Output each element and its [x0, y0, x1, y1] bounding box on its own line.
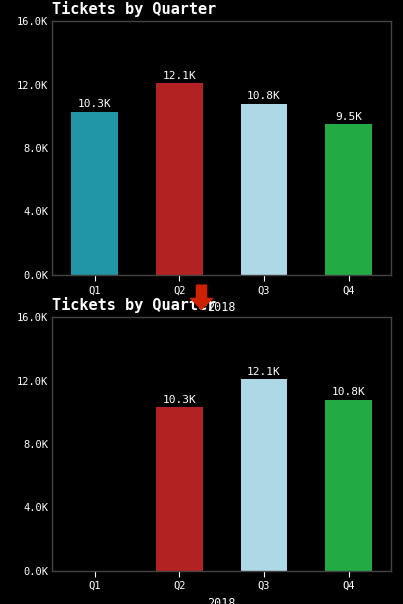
X-axis label: 2018: 2018 [208, 301, 236, 314]
Bar [325, 400, 372, 571]
Text: 9.5K: 9.5K [335, 112, 362, 122]
Bar [241, 104, 287, 275]
Text: 12.1K: 12.1K [162, 71, 196, 80]
Text: 10.8K: 10.8K [332, 387, 366, 397]
Text: Tickets by Quarter: Tickets by Quarter [52, 297, 217, 313]
Text: 10.3K: 10.3K [162, 395, 196, 405]
Bar [241, 379, 287, 571]
Bar [71, 112, 118, 275]
Bar [156, 408, 203, 571]
Text: 12.1K: 12.1K [247, 367, 281, 376]
Text: 10.8K: 10.8K [247, 91, 281, 101]
Bar [325, 124, 372, 275]
X-axis label: 2018: 2018 [208, 597, 236, 604]
Bar [156, 83, 203, 275]
Text: 10.3K: 10.3K [78, 99, 112, 109]
Text: Tickets by Quarter: Tickets by Quarter [52, 1, 217, 17]
